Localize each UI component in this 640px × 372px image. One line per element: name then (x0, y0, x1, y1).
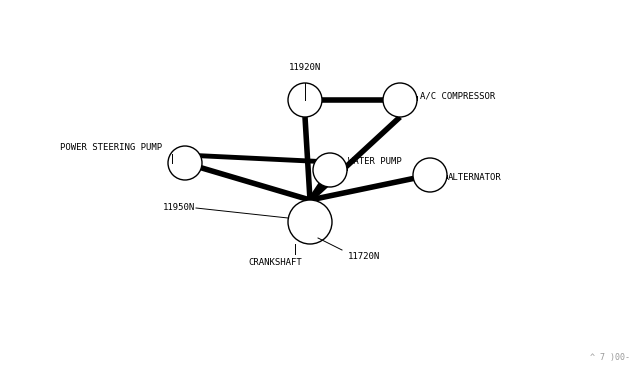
Circle shape (288, 83, 322, 117)
Text: 11950N: 11950N (163, 203, 195, 212)
Circle shape (168, 146, 202, 180)
Circle shape (413, 158, 447, 192)
Circle shape (313, 153, 347, 187)
Text: ^ 7 )00-: ^ 7 )00- (590, 353, 630, 362)
Circle shape (288, 200, 332, 244)
Text: WATER PUMP: WATER PUMP (348, 157, 402, 167)
Text: CRANKSHAFT: CRANKSHAFT (248, 258, 301, 267)
Text: ALTERNATOR: ALTERNATOR (448, 173, 502, 183)
Text: A/C COMPRESSOR: A/C COMPRESSOR (420, 92, 495, 100)
Text: 11920N: 11920N (289, 63, 321, 72)
Text: 11720N: 11720N (348, 252, 380, 261)
Text: POWER STEERING PUMP: POWER STEERING PUMP (60, 144, 162, 153)
Circle shape (383, 83, 417, 117)
